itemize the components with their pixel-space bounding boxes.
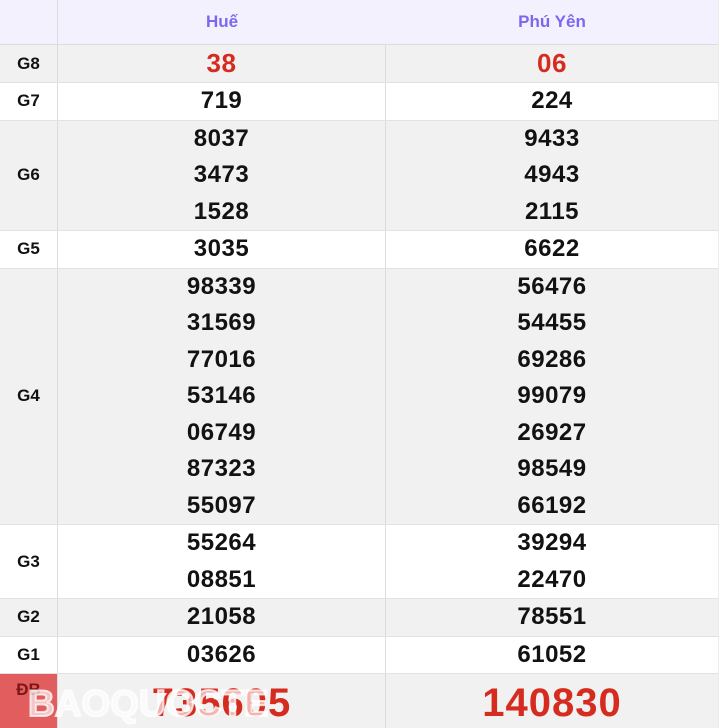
prize-number: 38 [206,48,237,78]
prize-number: 22470 [517,565,587,593]
hue-cell: 38 [58,45,386,82]
phu-yen-cell: 06 [386,45,718,82]
table-row: G5 3035 6622 [0,231,718,269]
prize-number: 735605 [151,680,292,725]
prize-number: 31569 [186,309,257,337]
table-row: G3 55264 08851 39294 22470 [0,525,718,599]
prize-number: 69286 [517,345,587,373]
prize-label: G6 [0,120,58,230]
prize-number: 9433 [524,124,580,152]
prize-number: 06 [537,48,567,78]
phu-yen-cell: 78551 [386,599,718,636]
prize-number: 78551 [517,603,587,631]
column-header-hue[interactable]: Huế [205,12,239,31]
prize-number: 55264 [186,529,257,557]
hue-cell: 735605 [58,674,386,728]
prize-number: 53146 [186,382,257,410]
column-header-phu-yen[interactable]: Phú Yên [518,12,586,31]
phu-yen-cell: 56476 54455 69286 99079 26927 98549 66192 [386,269,718,525]
prize-number: 87323 [186,455,257,483]
prize-number: 55097 [186,491,257,519]
prize-label: G5 [0,231,58,268]
prize-number: 77016 [186,345,257,373]
prize-number: 61052 [517,640,587,668]
prize-number: 26927 [517,418,587,446]
hue-cell: 03626 [58,636,386,673]
prize-label: G3 [0,525,58,598]
prize-number: 98339 [186,272,257,300]
prize-number: 39294 [517,529,587,557]
phu-yen-cell: 224 [386,83,718,120]
prize-label: G7 [0,83,58,120]
phu-yen-cell: 9433 4943 2115 [386,121,718,231]
hue-cell: 8037 3473 1528 [58,120,386,230]
prize-label: G1 [0,636,58,673]
hue-cell: 719 [58,83,386,120]
hue-cell: 21058 [58,599,386,636]
phu-yen-cell: 6622 [386,231,718,268]
header-corner-cell [0,0,58,44]
phu-yen-cell: 61052 [386,637,718,674]
hue-cell: 3035 [58,231,386,268]
prize-label: G8 [0,45,58,82]
prize-label: ĐB [0,674,58,728]
prize-number: 224 [531,87,573,115]
hue-cell: 98339 31569 77016 53146 06749 87323 55097 [58,268,386,524]
prize-number: 1528 [193,197,250,225]
prize-number: 6622 [524,235,580,263]
table-row: G8 38 06 [0,45,718,83]
prize-number: 3473 [193,161,250,189]
table-row: G1 03626 61052 [0,636,718,674]
prize-number: 56476 [517,272,587,300]
table-header-row: Huế Phú Yên [0,0,718,45]
table-row: G4 98339 31569 77016 53146 06749 87323 55097 5… [0,268,718,525]
prize-number: 719 [200,87,243,115]
table-row: G2 21058 78551 [0,599,718,637]
table-row: G6 8037 3473 1528 9433 4943 2115 [0,120,718,231]
prize-number: 06749 [186,418,257,446]
prize-number: 8037 [193,124,250,152]
prize-number: 03626 [186,640,257,668]
prize-number: 2115 [524,197,580,225]
table-row: ĐB 735605 140830 [0,674,718,728]
prize-number: 99079 [517,382,587,410]
prize-label: G2 [0,599,58,636]
table-row: G7 719 224 [0,83,718,121]
phu-yen-cell: 39294 22470 [386,525,718,598]
prize-number: 66192 [517,491,587,519]
prize-label: G4 [0,268,58,524]
prize-number: 21058 [186,603,257,631]
prize-number: 08851 [186,565,257,593]
prize-number: 3035 [193,235,250,263]
prize-number: 140830 [482,680,622,725]
hue-cell: 55264 08851 [58,525,386,598]
phu-yen-cell: 140830 [386,674,718,728]
prize-number: 4943 [524,161,580,189]
prize-number: 54455 [517,309,587,337]
table-body: G8 38 06 G7 719 224 G6 8037 3473 1528 9433… [0,45,718,728]
prize-number: 98549 [517,455,587,483]
